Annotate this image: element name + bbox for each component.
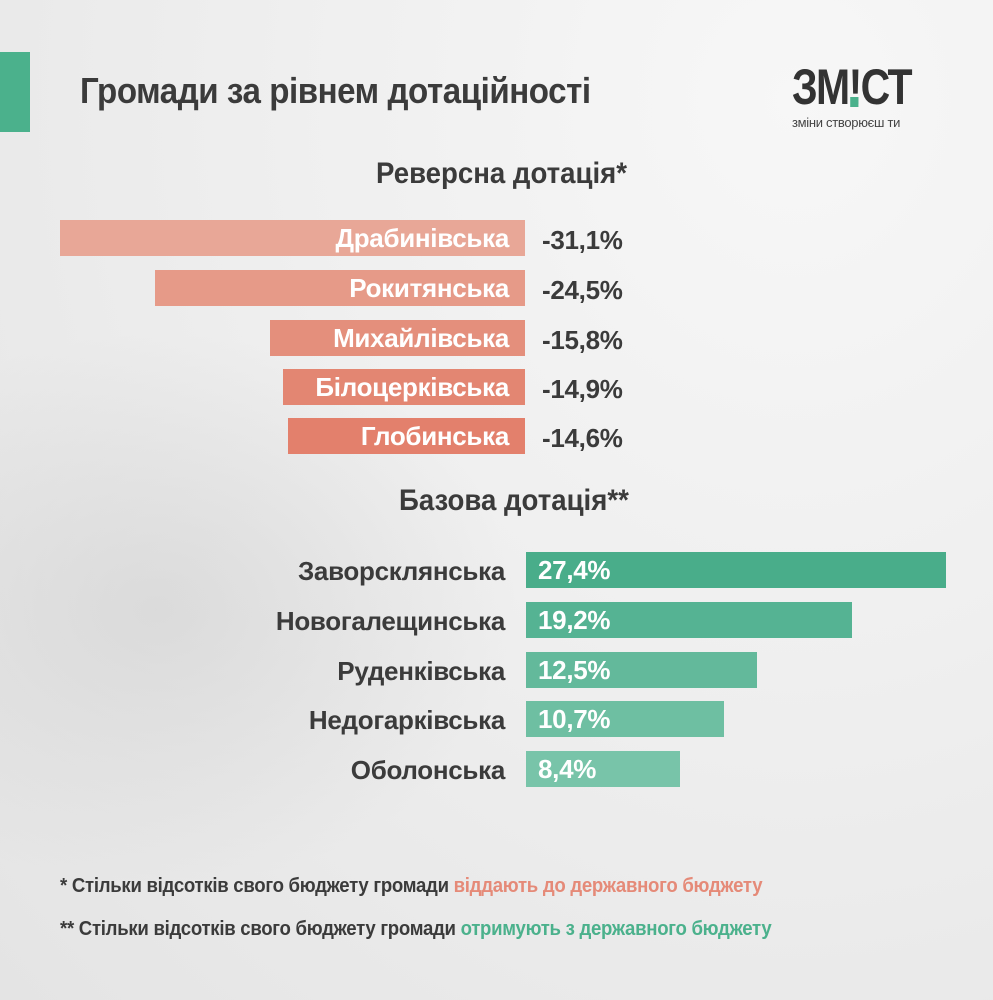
base-section-title: Базова дотація** xyxy=(399,484,629,517)
footnote-text: * Стільки відсотків свого бюджету громад… xyxy=(60,875,454,897)
accent-bar xyxy=(0,52,30,132)
bar-value-label: -14,9% xyxy=(542,374,623,404)
logo-exclamation: ! xyxy=(848,59,863,115)
page-title: Громади за рівнем дотаційності xyxy=(80,70,591,111)
reverse-bar: Білоцерківська xyxy=(283,369,525,405)
reverse-bar: Глобинська xyxy=(288,418,525,454)
bar-value-label: -14,6% xyxy=(542,423,623,453)
logo-text-left: ЗМ xyxy=(792,59,850,115)
bar-category-label: Глобинська xyxy=(360,420,509,451)
bar-category-label: Михайлівська xyxy=(333,322,509,353)
bar-category-label: Руденківська xyxy=(337,656,505,686)
bar-category-label: Новогалещинська xyxy=(275,606,505,636)
footnote-text: ** Стільки відсотків свого бюджету грома… xyxy=(60,918,461,940)
base-bar: 8,4% xyxy=(526,751,680,787)
footnote-highlight: отримують з державного бюджету xyxy=(460,918,772,940)
bar-category-label: Рокитянська xyxy=(349,272,509,303)
bar-category-label: Недогарківська xyxy=(308,705,505,735)
base-bar: 10,7% xyxy=(526,701,724,737)
footnote-highlight: віддають до державного бюджету xyxy=(453,875,763,897)
logo-dot-icon xyxy=(850,97,859,107)
bar-value-label: 8,4% xyxy=(538,753,597,784)
footnote-base: ** Стільки відсотків свого бюджету грома… xyxy=(60,918,772,941)
bar-value-label: -24,5% xyxy=(542,275,623,305)
logo: ЗМ! СТ зміни створюєш ти xyxy=(792,62,922,130)
bar-category-label: Оболонська xyxy=(350,755,506,785)
bar-value-label: 12,5% xyxy=(538,654,611,685)
reverse-bar: Драбинівська xyxy=(60,220,525,256)
base-bar: 12,5% xyxy=(526,652,757,688)
bar-value-label: 19,2% xyxy=(538,604,611,635)
reverse-bar: Рокитянська xyxy=(155,270,525,306)
bar-category-label: Драбинівська xyxy=(335,222,510,253)
reverse-bar: Михайлівська xyxy=(270,320,525,356)
logo-text-right: СТ xyxy=(860,59,913,115)
logo-wordmark: ЗМ! СТ xyxy=(792,59,913,115)
reverse-section-title: Реверсна дотація* xyxy=(376,157,627,190)
bar-value-label: -31,1% xyxy=(542,225,623,255)
bar-value-label: -15,8% xyxy=(542,325,623,355)
bar-value-label: 10,7% xyxy=(538,703,611,734)
base-bar: 19,2% xyxy=(526,602,852,638)
bar-category-label: Білоцерківська xyxy=(315,371,509,402)
footnote-reverse: * Стільки відсотків свого бюджету громад… xyxy=(60,875,763,898)
logo-tagline: зміни створюєш ти xyxy=(792,115,901,130)
bar-category-label: Заворсклянська xyxy=(297,556,505,586)
base-bar: 27,4% xyxy=(526,552,946,588)
bar-value-label: 27,4% xyxy=(538,554,611,585)
